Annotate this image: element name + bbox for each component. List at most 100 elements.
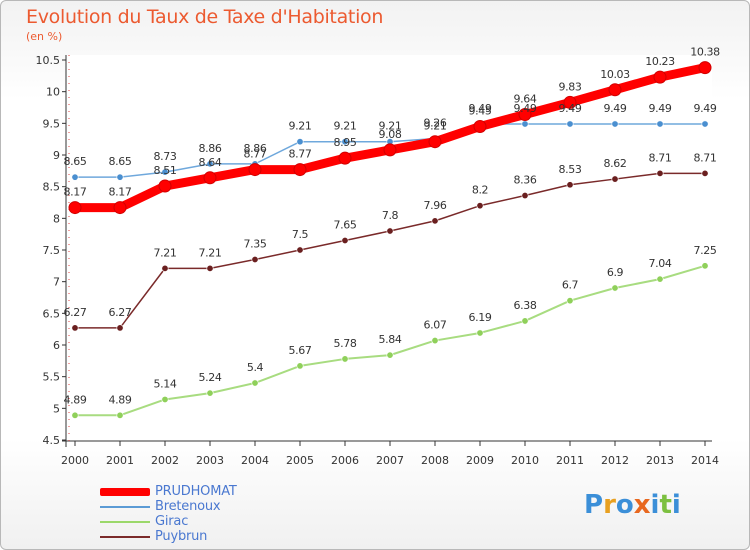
chart-subtitle: (en %) bbox=[26, 30, 63, 43]
legend-item-prudhomat: PRUDHOMAT bbox=[100, 484, 360, 500]
data-point-puybrun bbox=[386, 227, 394, 235]
chart-title: Evolution du Taux de Taxe d'Habitation bbox=[26, 6, 384, 28]
data-point-puybrun bbox=[206, 264, 214, 272]
data-label-bretenoux: 9.49 bbox=[604, 102, 627, 115]
data-label-puybrun: 8.36 bbox=[514, 174, 537, 187]
data-label-girac: 6.9 bbox=[607, 266, 624, 279]
data-label-puybrun: 7.35 bbox=[244, 238, 267, 251]
data-point-girac bbox=[611, 284, 619, 292]
data-point-prudhomat bbox=[293, 163, 307, 177]
legend-label-prudhomat: PRUDHOMAT bbox=[155, 484, 237, 499]
data-label-bretenoux: 9.49 bbox=[469, 102, 492, 115]
data-label-prudhomat: 8.77 bbox=[289, 148, 312, 161]
data-point-bretenoux bbox=[161, 168, 169, 176]
y-tick-label: 9.5 bbox=[43, 117, 61, 130]
data-label-prudhomat: 10.23 bbox=[645, 55, 675, 68]
y-tick-label: 9 bbox=[53, 149, 60, 162]
y-tick-label: 10.5 bbox=[36, 54, 61, 67]
data-label-bretenoux: 8.73 bbox=[154, 150, 177, 163]
data-point-puybrun bbox=[341, 237, 349, 245]
x-tick-label: 2007 bbox=[376, 454, 404, 467]
data-point-girac bbox=[476, 329, 484, 337]
data-point-prudhomat bbox=[518, 107, 532, 121]
logo-letter: i bbox=[650, 490, 660, 520]
x-tick-label: 2010 bbox=[511, 454, 539, 467]
x-tick-label: 2000 bbox=[61, 454, 89, 467]
data-label-bretenoux: 9.49 bbox=[649, 102, 672, 115]
data-point-puybrun bbox=[701, 169, 709, 177]
data-label-bretenoux: 9.49 bbox=[559, 102, 582, 115]
y-tick-label: 4.5 bbox=[43, 434, 61, 447]
data-label-prudhomat: 9.45 bbox=[469, 105, 492, 118]
x-tick-label: 2013 bbox=[646, 454, 674, 467]
data-point-girac bbox=[206, 389, 214, 397]
data-point-bretenoux bbox=[116, 173, 124, 181]
data-label-bretenoux: 9.49 bbox=[694, 102, 717, 115]
data-label-puybrun: 7.21 bbox=[154, 246, 177, 259]
data-point-prudhomat bbox=[338, 151, 352, 165]
data-label-girac: 6.38 bbox=[514, 299, 537, 312]
data-label-prudhomat: 8.77 bbox=[244, 148, 267, 161]
data-label-girac: 4.89 bbox=[64, 393, 87, 406]
data-point-girac bbox=[701, 262, 709, 270]
data-point-puybrun bbox=[656, 169, 664, 177]
data-label-prudhomat: 9.64 bbox=[514, 92, 537, 105]
data-label-prudhomat: 9.21 bbox=[424, 120, 447, 133]
data-point-puybrun bbox=[476, 202, 484, 210]
data-label-girac: 6.19 bbox=[469, 311, 492, 324]
data-label-bretenoux: 8.65 bbox=[64, 155, 87, 168]
data-point-puybrun bbox=[566, 181, 574, 189]
data-point-girac bbox=[161, 395, 169, 403]
data-point-puybrun bbox=[161, 264, 169, 272]
data-label-girac: 5.84 bbox=[379, 333, 402, 346]
data-label-bretenoux: 9.49 bbox=[514, 102, 537, 115]
logo-letter: P bbox=[584, 490, 604, 520]
data-point-bretenoux bbox=[701, 120, 709, 128]
data-point-bretenoux bbox=[341, 138, 349, 146]
data-label-puybrun: 7.8 bbox=[382, 209, 399, 222]
x-tick-label: 2011 bbox=[556, 454, 584, 467]
logo-letter: t bbox=[659, 490, 672, 520]
data-label-puybrun: 8.62 bbox=[604, 157, 627, 170]
data-point-puybrun bbox=[71, 324, 79, 332]
data-point-bretenoux bbox=[296, 138, 304, 146]
data-label-puybrun: 8.71 bbox=[649, 151, 672, 164]
y-tick-label: 6.5 bbox=[43, 307, 61, 320]
data-label-girac: 7.25 bbox=[694, 244, 717, 257]
data-label-prudhomat: 8.95 bbox=[334, 136, 357, 149]
legend-swatch-girac bbox=[100, 521, 150, 523]
data-label-puybrun: 6.27 bbox=[109, 306, 132, 319]
data-label-girac: 5.4 bbox=[247, 361, 264, 374]
proxiti-logo: Proxiti bbox=[584, 490, 681, 520]
x-tick-label: 2006 bbox=[331, 454, 359, 467]
x-tick-label: 2012 bbox=[601, 454, 629, 467]
x-tick-label: 2005 bbox=[286, 454, 314, 467]
x-tick-label: 2004 bbox=[241, 454, 269, 467]
y-tick-label: 5 bbox=[53, 402, 60, 415]
data-label-bretenoux: 9.21 bbox=[379, 120, 402, 133]
data-point-girac bbox=[431, 337, 439, 345]
data-point-girac bbox=[116, 411, 124, 419]
data-point-puybrun bbox=[116, 324, 124, 332]
data-label-prudhomat: 8.17 bbox=[109, 186, 132, 199]
legend-swatch-prudhomat bbox=[100, 488, 150, 496]
data-label-girac: 7.04 bbox=[649, 257, 672, 270]
data-label-puybrun: 7.96 bbox=[424, 199, 447, 212]
legend-item-girac: Girac bbox=[100, 514, 360, 530]
data-label-prudhomat: 8.51 bbox=[154, 164, 177, 177]
data-label-bretenoux: 8.86 bbox=[199, 142, 222, 155]
x-tick-label: 2008 bbox=[421, 454, 449, 467]
data-label-prudhomat: 10.38 bbox=[690, 46, 720, 59]
data-label-girac: 5.14 bbox=[154, 377, 177, 390]
data-point-prudhomat bbox=[473, 120, 487, 133]
data-label-puybrun: 8.53 bbox=[559, 163, 582, 176]
data-point-prudhomat bbox=[608, 83, 622, 97]
data-point-puybrun bbox=[251, 255, 259, 263]
legend-swatch-bretenoux bbox=[100, 506, 150, 508]
series-group bbox=[68, 61, 712, 419]
y-tick-label: 10 bbox=[46, 86, 60, 99]
data-point-girac bbox=[71, 411, 79, 419]
legend-label-puybrun: Puybrun bbox=[155, 529, 208, 544]
data-label-prudhomat: 9.08 bbox=[379, 128, 402, 141]
